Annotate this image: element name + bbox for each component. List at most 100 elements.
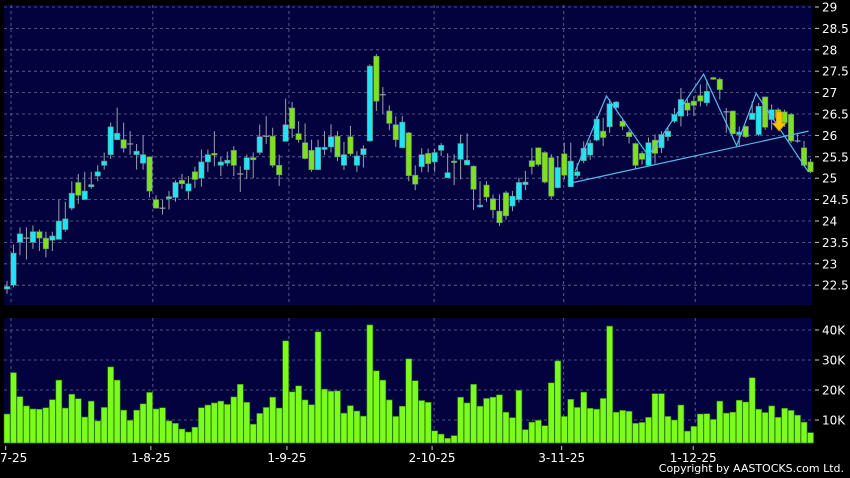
volume-bar [470,383,477,444]
candle-body [729,110,736,134]
volume-bar [502,411,510,444]
candle-body [412,174,419,185]
price-tick-label: 26 [822,129,837,143]
volume-series [3,324,814,444]
volume-bar [586,407,594,444]
volume-bar [599,398,607,444]
volume-bar [580,391,588,444]
volume-bar [690,425,698,444]
volume-bar [619,410,626,444]
volume-bar [249,423,257,444]
candle-body [230,150,237,166]
volume-bar [340,412,348,444]
candle-body [334,135,341,158]
candle-body [353,155,360,166]
volume-bar [81,416,89,444]
candle-body [88,184,95,188]
candle-body [580,147,587,161]
candle-body [587,142,594,156]
candle-body [541,152,548,183]
candle-body [204,154,211,163]
volume-bar [755,408,762,444]
price-tick-label: 25.5 [822,150,849,164]
volume-bar [224,404,231,444]
candle-body [347,136,354,155]
candle-body [522,181,529,185]
volume-bar [165,420,173,444]
candle-body [191,171,198,180]
candle-body [392,124,399,140]
volume-bar [211,402,218,444]
date-tick-label: 1-9-25 [267,451,306,465]
volume-bar [398,405,406,444]
candle-body [418,154,425,167]
volume-bar [217,400,225,444]
candle-body [664,130,671,137]
volume-bar [768,405,775,444]
volume-bar [418,400,426,444]
volume-bar [29,408,37,444]
candle-body [327,136,334,148]
volume-bar [573,407,581,444]
date-tick-label: 2-10-25 [409,451,456,465]
candle-body [405,132,412,176]
volume-bar [664,416,672,444]
volume-bar [703,413,711,444]
candle-body [639,153,646,160]
volume-bar [68,393,76,444]
price-tick-label: 25 [822,172,837,186]
volume-bar [152,408,160,444]
candle-body [340,154,347,166]
volume-bar [554,360,562,444]
candle-body [42,237,49,250]
candle-body [444,172,451,179]
volume-bar [360,415,367,444]
volume-bar [353,410,361,444]
candle-body [29,231,36,243]
down-arrow-icon [771,111,787,132]
volume-bar [94,420,102,444]
volume-bar [146,392,153,444]
volume-bar [139,403,147,444]
candle-body [567,160,574,188]
volume-axis: 40K 30K 20K 10K [815,324,846,428]
candle-body [146,156,153,192]
candle-body [94,171,101,177]
volume-bar [230,396,238,444]
volume-bar [560,416,568,444]
candle-body [68,192,75,209]
volume-bar [42,407,50,444]
volume-bar [100,407,108,444]
volume-bar [528,421,536,444]
candle-body [807,161,814,173]
candle-body [4,286,11,290]
candle-body [600,130,607,138]
volume-bar [379,379,387,444]
date-axis: 7-25 1-8-25 1-9-25 2-10-25 3-11-25 1-12-25 [0,446,717,465]
candle-body [166,196,173,200]
volume-bar [133,409,140,444]
candle-body [515,182,522,200]
candle-body [749,112,756,120]
volume-bar [463,402,471,444]
candle-body [457,143,464,160]
volume-bar [16,396,24,444]
volume-bar [23,405,30,444]
volume-bar [483,398,490,444]
candle-body [528,160,535,167]
volume-bar [593,408,600,444]
volume-bar [450,435,458,444]
candle-body [373,55,380,102]
volume-bar [295,385,302,444]
volume-bar [515,389,523,444]
candle-body [133,150,140,155]
volume-bar [62,407,69,444]
volume-bar [107,366,114,444]
candle-body [736,131,743,135]
volume-bar [347,405,354,444]
volume-bar [113,379,121,444]
candle-body [768,109,775,120]
candle-body [762,96,769,128]
volume-bar [781,407,788,444]
volume-bar [800,421,808,444]
